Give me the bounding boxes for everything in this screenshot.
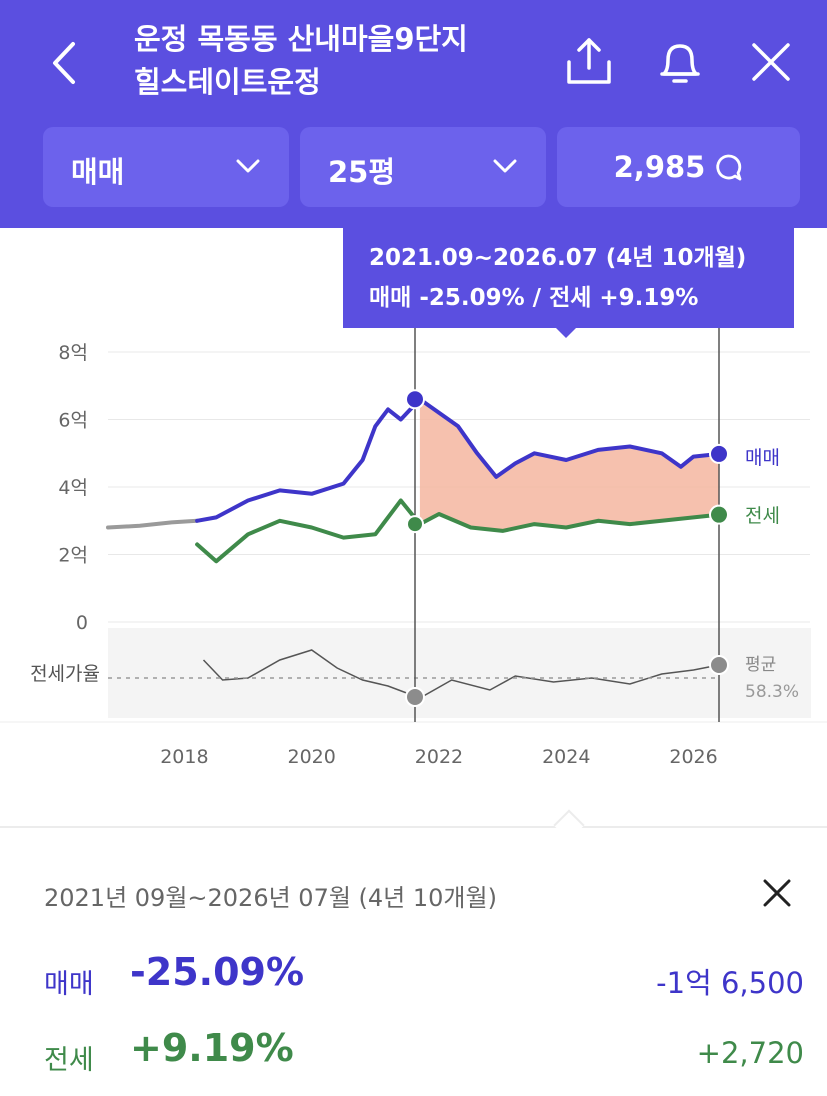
sale-end-label: 매매 xyxy=(745,447,780,469)
y-tick-label: 4억 xyxy=(58,477,88,499)
y-tick-label: 6억 xyxy=(58,410,88,432)
highlight-area xyxy=(419,399,719,531)
comments-button[interactable]: 2,985 xyxy=(557,127,800,207)
summary-row-jeonse: 전세 +9.19% +2,720 xyxy=(44,1026,804,1086)
summary-row-sale: 매매 -25.09% -1억 6,500 xyxy=(44,950,804,1010)
share-button[interactable] xyxy=(557,30,621,94)
x-tick-label: 2026 xyxy=(669,746,717,768)
close-button[interactable] xyxy=(739,30,803,94)
sale-end-marker xyxy=(709,443,729,464)
sale-series-line xyxy=(195,397,728,523)
sale-amount: -1억 6,500 xyxy=(656,966,804,1000)
bell-icon xyxy=(660,44,700,83)
close-icon xyxy=(752,43,790,81)
jeonse-series-line xyxy=(195,498,728,564)
trade-type-select[interactable]: 매매 xyxy=(43,127,289,207)
jeonse-end-marker xyxy=(709,504,729,525)
x-tick-label: 2022 xyxy=(415,746,463,768)
chevron-down-icon xyxy=(493,159,517,173)
jeonse-start-marker xyxy=(406,515,424,534)
summary-close-button[interactable] xyxy=(752,868,802,918)
sale-start-marker xyxy=(405,389,425,410)
jeonse-end-label: 전세 xyxy=(745,505,780,527)
x-tick-label: 2018 xyxy=(160,746,208,768)
back-button[interactable] xyxy=(30,28,100,98)
title-line-1: 운정 목동동 산내마을9단지 xyxy=(134,22,468,56)
ratio-end-marker xyxy=(709,655,729,675)
app-header: 운정 목동동 산내마을9단지 힐스테이트운정 매매 25평 xyxy=(0,0,827,228)
y-tick-label: 8억 xyxy=(58,342,88,364)
close-icon xyxy=(763,879,791,907)
ratio-line xyxy=(202,649,720,699)
ratio-average-value: 58.3% xyxy=(745,682,799,702)
trade-type-value: 매매 xyxy=(71,155,125,189)
ratio-start-marker xyxy=(405,687,425,707)
sale-early-line xyxy=(106,518,200,530)
comment-icon xyxy=(716,154,742,181)
notification-button[interactable] xyxy=(648,30,712,94)
tooltip-arrow xyxy=(556,328,576,338)
panel-divider xyxy=(0,826,827,828)
ratio-average-label: 평균 xyxy=(745,655,776,675)
ratio-axis-label: 전세가율 xyxy=(30,663,100,685)
share-icon xyxy=(567,38,611,84)
page-title: 운정 목동동 산내마을9단지 힐스테이트운정 xyxy=(134,18,554,104)
x-tick-label: 2020 xyxy=(287,746,335,768)
sale-percent: -25.09% xyxy=(130,950,305,994)
size-value: 25평 xyxy=(328,155,396,189)
tooltip-change: 매매 -25.09% / 전세 +9.19% xyxy=(369,285,699,311)
jeonse-label: 전세 xyxy=(44,1045,94,1076)
jeonse-amount: +2,720 xyxy=(696,1036,804,1070)
range-tooltip: 2021.09~2026.07 (4년 10개월) 매매 -25.09% / 전… xyxy=(343,228,794,338)
jeonse-percent: +9.19% xyxy=(130,1026,294,1070)
comment-count: 2,985 xyxy=(613,150,706,184)
summary-period: 2021년 09월~2026년 07월 (4년 10개월) xyxy=(44,884,497,912)
size-select[interactable]: 25평 xyxy=(300,127,546,207)
title-line-2: 힐스테이트운정 xyxy=(134,65,321,99)
tooltip-period: 2021.09~2026.07 (4년 10개월) xyxy=(369,245,747,271)
y-tick-label: 2억 xyxy=(58,545,88,567)
x-tick-label: 2024 xyxy=(542,746,590,768)
ratio-band xyxy=(108,628,811,718)
chevron-down-icon xyxy=(236,159,260,173)
back-icon xyxy=(53,42,75,84)
sale-label: 매매 xyxy=(44,969,94,1000)
y-tick-label: 0 xyxy=(76,612,88,634)
